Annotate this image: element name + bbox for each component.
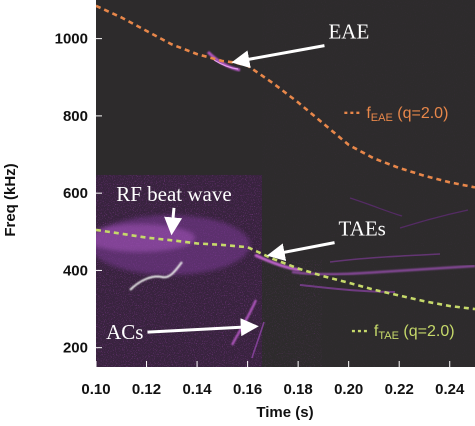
annotation-arrow [266,241,335,262]
annotation-label: RF beat wave [116,182,231,206]
annotations: EAE RF beat wave TAEs ACs fEAE (q=2.0) fTAE (… [106,20,454,345]
x-tick-label: 0.18 [284,381,313,398]
y-tick-label: 200 [63,340,88,357]
y-axis-ticks: 200 400 600 800 1000 [55,31,102,357]
x-tick-label: 0.24 [435,381,465,398]
x-tick-label: 0.10 [81,381,110,398]
spectrogram-image [96,0,475,367]
annotation-label: ACs [106,320,143,344]
y-axis-label: Freq (kHz) [2,163,19,236]
curve-label: fTAE (q=2.0) [374,323,455,342]
y-tick-label: 800 [63,108,88,125]
x-tick-label: 0.16 [233,381,262,398]
annotation-arrow [147,318,259,337]
x-tick-label: 0.14 [182,381,212,398]
x-tick-label: 0.12 [132,381,161,398]
annotation-label: EAE [328,20,369,44]
annotation-arrow [231,44,325,69]
x-axis-label: Time (s) [256,404,313,421]
model-curve-tae [96,228,475,311]
x-axis-ticks: 0.10 0.12 0.14 0.16 0.18 0.20 0.22 0.24 [81,361,465,398]
model-curve-eae [96,4,475,189]
x-tick-label: 0.22 [385,381,414,398]
x-tick-label: 0.20 [334,381,363,398]
y-tick-label: 600 [63,185,88,202]
y-tick-label: 400 [63,262,88,279]
annotation-arrow [164,207,183,236]
model-curves [96,4,475,311]
y-tick-label: 1000 [55,31,88,48]
annotation-label: TAEs [339,217,386,241]
curve-label: fEAE (q=2.0) [366,105,448,124]
